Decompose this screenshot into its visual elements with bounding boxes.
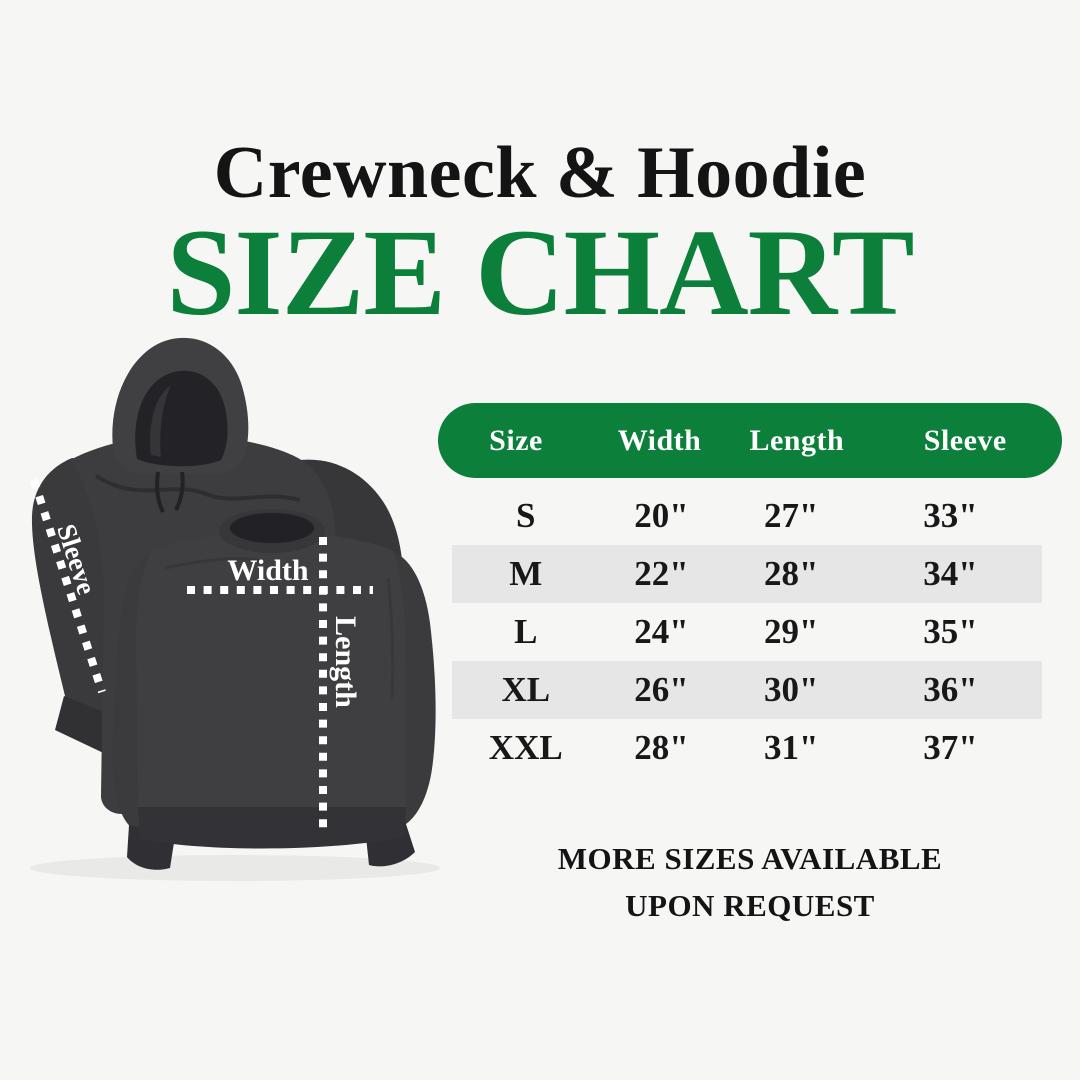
sleeve-value: 37" bbox=[923, 728, 978, 767]
hood-drawstring-right bbox=[174, 471, 185, 511]
footnote-line1: MORE SIZES AVAILABLE bbox=[557, 841, 943, 876]
length-value: 28" bbox=[764, 554, 819, 593]
length-value: 29" bbox=[764, 612, 819, 651]
sleeve-value: 34" bbox=[923, 554, 978, 593]
table-row-xl: XL 26" 30" 36" bbox=[452, 661, 1042, 719]
size-value: M bbox=[509, 554, 543, 593]
footnote: MORE SIZES AVAILABLE UPON REQUEST bbox=[438, 835, 1062, 929]
column-header-width: Width bbox=[617, 423, 702, 457]
crewneck-body bbox=[136, 532, 406, 808]
fold-line bbox=[164, 557, 263, 570]
width-measure-label: Width bbox=[227, 554, 308, 587]
table-row-s: S 20" 27" 33" bbox=[452, 487, 1042, 545]
fold-line bbox=[386, 577, 395, 699]
table-row-xxl: XXL 28" 31" 37" bbox=[452, 719, 1042, 777]
hood-drawstring-left bbox=[155, 471, 165, 513]
width-value: 20" bbox=[634, 496, 689, 535]
hoodie-drawcord bbox=[94, 474, 301, 502]
column-header-length: Length bbox=[749, 423, 845, 457]
garment-measurement-figure: Sleeve Width Length bbox=[0, 328, 470, 888]
sleeve-value: 33" bbox=[923, 496, 978, 535]
crewneck-collar-opening bbox=[230, 513, 314, 543]
sleeve-value: 36" bbox=[923, 670, 978, 709]
sleeve-measure-line bbox=[30, 478, 106, 694]
size-table: Size Width Length Sleeve S 20" 27" 33" M… bbox=[438, 403, 1062, 777]
length-measure-label: Length bbox=[329, 616, 362, 708]
crewneck-hem bbox=[138, 807, 406, 849]
width-value: 26" bbox=[634, 670, 689, 709]
size-value: XL bbox=[501, 670, 551, 709]
length-value: 31" bbox=[764, 728, 819, 767]
size-table-body: S 20" 27" 33" M 22" 28" 34" L 24" 29" 35… bbox=[452, 487, 1042, 777]
table-row-l: L 24" 29" 35" bbox=[452, 603, 1042, 661]
title-block: Crewneck & Hoodie SIZE CHART bbox=[0, 136, 1080, 336]
table-row-m: M 22" 28" 34" bbox=[452, 545, 1042, 603]
column-header-size: Size bbox=[489, 423, 543, 457]
width-value: 28" bbox=[634, 728, 689, 767]
column-header-sleeve: Sleeve bbox=[923, 423, 1007, 457]
hood-inner-fold bbox=[150, 385, 171, 457]
sleeve-value: 35" bbox=[923, 612, 978, 651]
length-value: 27" bbox=[764, 496, 819, 535]
footnote-line2: UPON REQUEST bbox=[625, 888, 875, 924]
length-value: 30" bbox=[764, 670, 819, 709]
size-value: L bbox=[514, 612, 538, 651]
page-subtitle: SIZE CHART bbox=[166, 204, 914, 341]
size-table-header: Size Width Length Sleeve bbox=[438, 403, 1062, 478]
crewneck-graphic bbox=[112, 509, 436, 870]
width-value: 24" bbox=[634, 612, 689, 651]
width-value: 22" bbox=[634, 554, 689, 593]
page-title: Crewneck & Hoodie bbox=[213, 132, 867, 214]
size-value: XXL bbox=[488, 728, 563, 767]
size-value: S bbox=[516, 496, 536, 535]
garment-illustration: Sleeve Width Length bbox=[30, 337, 440, 881]
